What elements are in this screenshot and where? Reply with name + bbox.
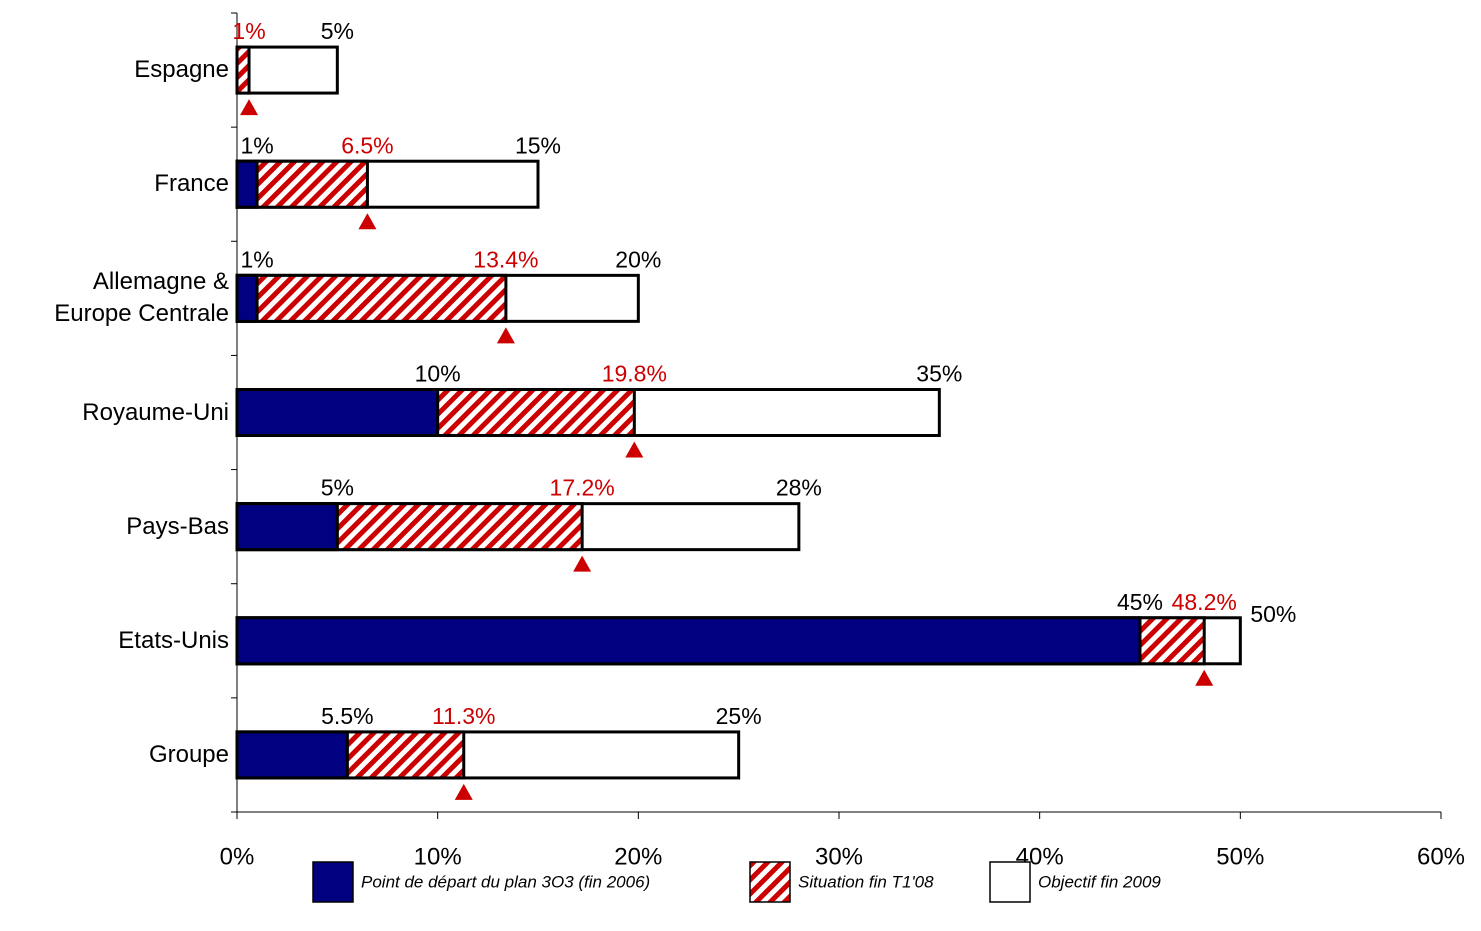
value-label: 28% [776, 475, 822, 501]
value-label: 15% [515, 132, 561, 158]
value-label: 1% [240, 246, 273, 272]
bar [235, 273, 259, 323]
bar [235, 502, 339, 552]
x-tick-label: 0% [220, 843, 255, 870]
value-label: 1% [232, 18, 265, 44]
value-label: 25% [716, 703, 762, 729]
category-label: Allemagne & Europe Centrale [54, 268, 229, 328]
value-label: 5.5% [321, 703, 373, 729]
value-label: 6.5% [341, 132, 393, 158]
marker [454, 783, 473, 800]
marker [1195, 669, 1214, 686]
value-label: 19.8% [602, 361, 667, 387]
bar [235, 159, 369, 209]
legend-swatch [312, 861, 354, 903]
legend-label: Situation fin T1'08 [798, 872, 934, 891]
category-label: Royaume-Uni [82, 398, 229, 426]
x-tick-label: 60% [1417, 843, 1465, 870]
bar [235, 45, 339, 95]
bar [235, 45, 251, 95]
marker [496, 327, 515, 344]
bar [235, 730, 349, 780]
value-label: 17.2% [550, 475, 615, 501]
x-tick-label: 10% [414, 843, 462, 870]
value-label: 1% [240, 132, 273, 158]
category-label: Espagne [134, 56, 229, 84]
category-label: France [154, 170, 229, 198]
bar [235, 388, 440, 437]
x-tick-label: 30% [815, 843, 863, 870]
bar [235, 273, 508, 323]
marker [358, 213, 377, 230]
legend-label: Point de départ du plan 3O3 (fin 2006) [361, 872, 650, 891]
x-tick-label: 50% [1216, 843, 1264, 870]
value-label: 13.4% [473, 246, 538, 272]
value-label: 45% [1117, 589, 1163, 615]
value-label: 5% [321, 475, 354, 501]
category-label: Etats-Unis [118, 626, 229, 654]
value-label: 11.3% [432, 703, 496, 729]
value-label: 35% [916, 361, 962, 387]
value-label: 5% [321, 18, 354, 44]
marker [240, 99, 259, 116]
legend-swatch [989, 861, 1031, 903]
legend-swatch [749, 861, 791, 903]
value-label: 48.2% [1172, 589, 1237, 615]
x-tick-label: 20% [614, 843, 662, 870]
bar [235, 616, 1142, 666]
bar [235, 159, 259, 209]
value-label: 20% [615, 246, 661, 272]
category-label: Pays-Bas [126, 512, 229, 540]
value-label: 10% [415, 361, 461, 387]
marker [625, 441, 644, 458]
value-label: 50% [1250, 601, 1296, 627]
legend-label: Objectif fin 2009 [1038, 872, 1161, 891]
marker [573, 555, 592, 572]
category-label: Groupe [148, 740, 229, 768]
